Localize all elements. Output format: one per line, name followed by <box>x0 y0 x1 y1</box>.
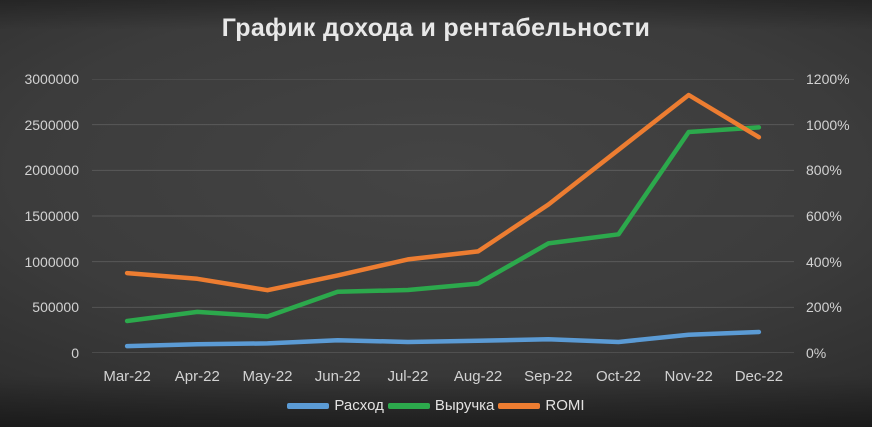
series-line-выручка[interactable] <box>124 125 762 324</box>
legend-swatch-icon <box>498 403 541 409</box>
left-axis-tick-label: 2500000 <box>24 116 79 133</box>
legend: Расход Выручка ROMI <box>0 397 872 415</box>
right-axis-tick-label: 800% <box>806 162 842 179</box>
right-y-axis: 0% 200% 400% 600% 800% 1000% 1200% <box>806 0 872 427</box>
x-axis-category-label: Oct-22 <box>595 368 641 385</box>
x-axis-category-label: May-22 <box>242 368 293 385</box>
legend-label: Выручка <box>434 397 495 414</box>
legend-item-romi[interactable]: ROMI <box>498 397 585 415</box>
x-axis-category-label: Jul-22 <box>387 368 429 385</box>
x-axis-category-label: Aug-22 <box>453 368 503 385</box>
left-axis-tick-label: 1000000 <box>24 253 79 270</box>
legend-swatch-icon <box>387 403 430 409</box>
right-axis-tick-label: 0% <box>806 345 827 361</box>
plot-area <box>92 79 794 353</box>
right-axis-tick-label: 400% <box>806 253 842 270</box>
right-axis-tick-label: 1000% <box>806 116 850 133</box>
left-axis-tick-label: 500000 <box>32 299 79 316</box>
x-axis-category-label: Dec-22 <box>734 368 784 385</box>
left-axis-tick-label: 2000000 <box>24 162 79 179</box>
legend-label: Расход <box>334 397 384 414</box>
series-line-romi[interactable] <box>124 92 762 293</box>
legend-item-расход[interactable]: Расход <box>287 397 384 415</box>
x-axis-category-label: Apr-22 <box>174 368 220 385</box>
x-axis-category-label: Nov-22 <box>664 368 713 385</box>
left-y-axis: 0 500000 1000000 1500000 2000000 2500000 30000… <box>0 0 79 427</box>
legend-item-выручка[interactable]: Выручка <box>387 397 495 415</box>
left-axis-tick-label: 1500000 <box>24 208 79 224</box>
series-line-расход[interactable] <box>124 329 762 349</box>
x-axis-category-label: Mar-22 <box>103 368 151 385</box>
right-axis-tick-label: 1200% <box>806 71 850 87</box>
left-axis-tick-label: 0 <box>71 345 79 361</box>
left-axis-tick-label: 3000000 <box>24 71 79 87</box>
legend-swatch-icon <box>287 403 330 409</box>
right-axis-tick-label: 600% <box>806 208 842 224</box>
right-axis-tick-label: 200% <box>806 299 842 316</box>
legend-label: ROMI <box>545 397 585 414</box>
x-axis-category-label: Jun-22 <box>314 368 361 385</box>
chart-title: График дохода и рентабельности <box>221 14 651 42</box>
x-axis-category-label: Sep-22 <box>524 368 573 385</box>
